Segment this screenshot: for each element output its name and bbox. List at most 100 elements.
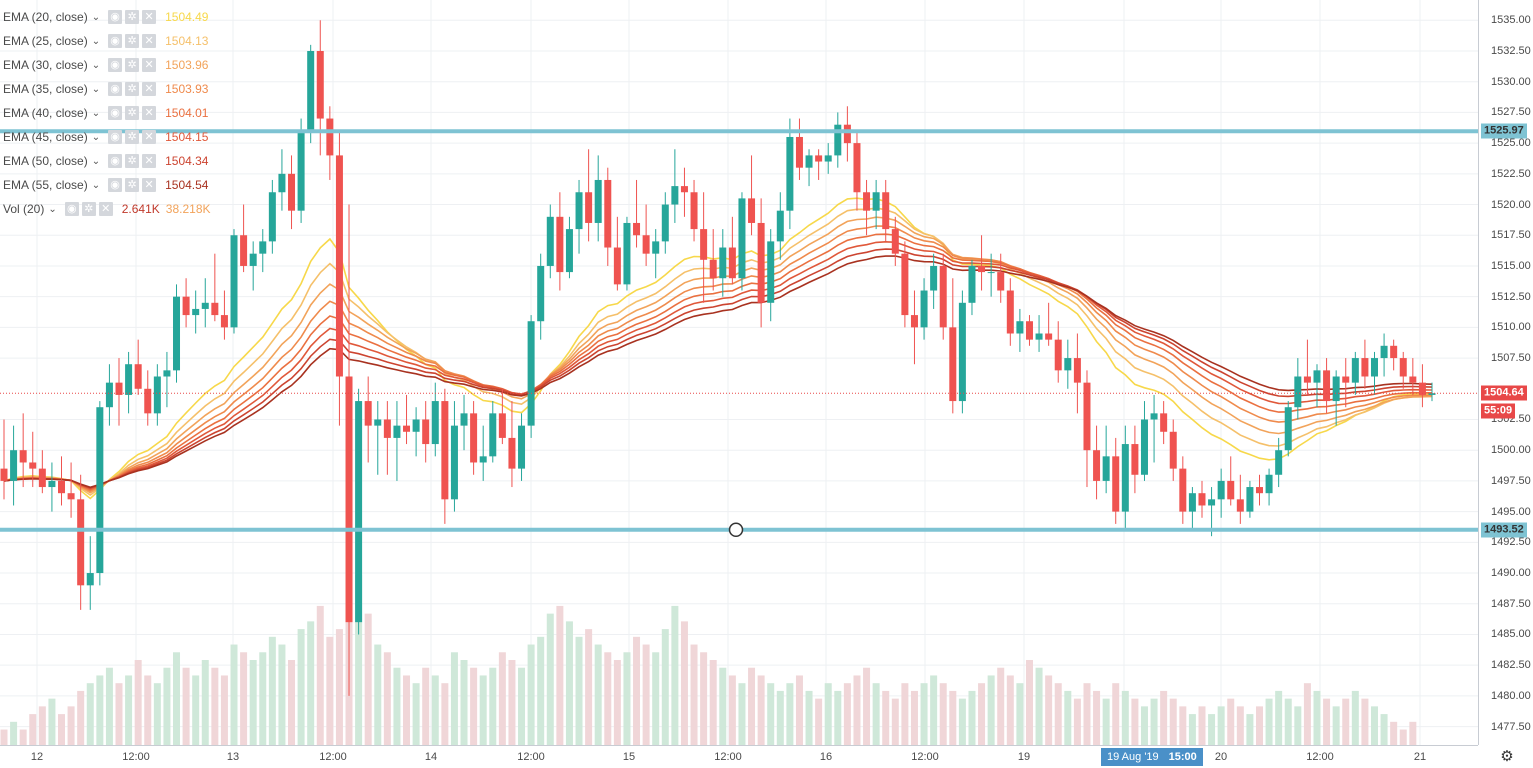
legend-row[interactable]: EMA (40, close) ⌄ ◉ ✲ ✕ 1504.01 xyxy=(3,101,211,125)
candle-body xyxy=(489,413,497,457)
settings-icon[interactable]: ✲ xyxy=(125,10,140,24)
legend-row[interactable]: EMA (35, close) ⌄ ◉ ✲ ✕ 1503.93 xyxy=(3,77,211,101)
indicator-value: 1503.93 xyxy=(165,82,209,96)
chevron-down-icon[interactable]: ⌄ xyxy=(91,131,101,143)
remove-icon[interactable]: ✕ xyxy=(142,130,157,144)
legend-row[interactable]: EMA (20, close) ⌄ ◉ ✲ ✕ 1504.49 xyxy=(3,5,211,29)
legend-row-volume[interactable]: Vol (20) ⌄ ◉ ✲ ✕ 2.641K 38.218K xyxy=(3,197,211,221)
candle-body xyxy=(680,186,688,193)
legend-row[interactable]: EMA (45, close) ⌄ ◉ ✲ ✕ 1504.15 xyxy=(3,125,211,149)
volume-bar xyxy=(978,683,986,745)
visibility-icon[interactable]: ◉ xyxy=(108,130,123,144)
price-tick-label: 1535.00 xyxy=(1491,14,1531,27)
volume-bar xyxy=(374,644,382,745)
visibility-icon[interactable]: ◉ xyxy=(108,154,123,168)
time-axis[interactable]: 21 12:00 20 12:00 19 12:00 16 12:00 15 12:00 14 12:… xyxy=(0,745,1478,768)
ema-20-line xyxy=(3,197,1433,500)
chevron-down-icon[interactable]: ⌄ xyxy=(91,11,101,23)
visibility-icon[interactable]: ◉ xyxy=(108,106,123,120)
volume-bar xyxy=(29,714,37,745)
visibility-icon[interactable]: ◉ xyxy=(108,178,123,192)
candle-body xyxy=(1284,407,1292,451)
chevron-down-icon[interactable]: ⌄ xyxy=(48,203,57,215)
price-tick-label: 1507.50 xyxy=(1491,352,1531,365)
volume-bar xyxy=(815,698,823,745)
volume-bar xyxy=(1390,721,1398,745)
indicator-value: 1504.13 xyxy=(165,34,209,48)
settings-icon[interactable]: ✲ xyxy=(125,82,140,96)
visibility-icon[interactable]: ◉ xyxy=(108,34,123,48)
candle-body xyxy=(240,235,248,266)
chevron-down-icon[interactable]: ⌄ xyxy=(91,59,101,71)
volume-bar xyxy=(489,667,497,745)
candle-body xyxy=(872,192,880,211)
price-tick-label: 1515.00 xyxy=(1491,259,1531,272)
legend-row[interactable]: EMA (30, close) ⌄ ◉ ✲ ✕ 1503.96 xyxy=(3,53,211,77)
volume-bar xyxy=(0,729,8,745)
visibility-icon[interactable]: ◉ xyxy=(108,10,123,24)
visibility-icon[interactable]: ◉ xyxy=(108,82,123,96)
candle-body xyxy=(537,265,545,322)
volume-bar xyxy=(652,652,660,745)
price-axis[interactable]: 1535.00 1532.50 1530.00 1527.50 1525.00 1522.… xyxy=(1478,0,1533,745)
time-tick-label: 12:00 xyxy=(517,751,545,763)
visibility-icon[interactable]: ◉ xyxy=(108,58,123,72)
indicator-value: 1504.49 xyxy=(165,10,209,24)
legend-row[interactable]: EMA (25, close) ⌄ ◉ ✲ ✕ 1504.13 xyxy=(3,29,211,53)
settings-icon[interactable]: ✲ xyxy=(125,154,140,168)
volume-bar xyxy=(1275,690,1283,745)
chevron-down-icon[interactable]: ⌄ xyxy=(91,107,101,119)
visibility-icon[interactable]: ◉ xyxy=(64,202,79,216)
chart-canvas[interactable] xyxy=(0,0,1478,745)
candle-body xyxy=(77,499,85,586)
crosshair-time: 15:00 xyxy=(1168,751,1197,763)
candle-body xyxy=(1045,333,1053,340)
time-tick-label: 12:00 xyxy=(1306,751,1334,763)
candle-body xyxy=(38,468,46,488)
volume-bar xyxy=(422,667,430,745)
remove-icon[interactable]: ✕ xyxy=(142,34,157,48)
candle-body xyxy=(1255,487,1263,494)
volume-bar xyxy=(575,636,583,745)
chevron-down-icon[interactable]: ⌄ xyxy=(91,155,101,167)
price-tick-label: 1532.50 xyxy=(1491,44,1531,57)
volume-bar xyxy=(115,683,123,745)
candle-body xyxy=(1025,321,1033,340)
remove-icon[interactable]: ✕ xyxy=(142,178,157,192)
legend-row[interactable]: EMA (55, close) ⌄ ◉ ✲ ✕ 1504.54 xyxy=(3,173,211,197)
remove-icon[interactable]: ✕ xyxy=(142,106,157,120)
candle-body xyxy=(719,247,727,279)
settings-icon[interactable]: ✲ xyxy=(125,130,140,144)
ema-45-line xyxy=(3,240,1433,490)
remove-icon[interactable]: ✕ xyxy=(98,202,113,216)
remove-icon[interactable]: ✕ xyxy=(142,10,157,24)
volume-bar xyxy=(642,644,650,745)
settings-icon[interactable]: ✲ xyxy=(125,58,140,72)
volume-bar xyxy=(1246,714,1254,745)
settings-icon[interactable]: ✲ xyxy=(125,34,140,48)
candle-body xyxy=(690,192,698,230)
remove-icon[interactable]: ✕ xyxy=(142,58,157,72)
volume-bar xyxy=(460,660,468,745)
settings-icon[interactable]: ✲ xyxy=(81,202,96,216)
volume-bar xyxy=(633,636,641,745)
settings-icon[interactable]: ✲ xyxy=(125,106,140,120)
volume-bar xyxy=(1054,683,1062,745)
volume-bar xyxy=(1073,698,1081,745)
chevron-down-icon[interactable]: ⌄ xyxy=(91,179,101,191)
volume-bar xyxy=(1351,690,1359,745)
chevron-down-icon[interactable]: ⌄ xyxy=(91,83,101,95)
volume-bar xyxy=(1323,698,1331,745)
settings-gear-icon[interactable]: ⚙ xyxy=(1500,748,1514,765)
chevron-down-icon[interactable]: ⌄ xyxy=(91,35,101,47)
settings-icon[interactable]: ✲ xyxy=(125,178,140,192)
volume-bar xyxy=(776,690,784,745)
volume-bar xyxy=(383,652,391,745)
legend-row[interactable]: EMA (50, close) ⌄ ◉ ✲ ✕ 1504.34 xyxy=(3,149,211,173)
volume-bar xyxy=(1160,690,1168,745)
remove-icon[interactable]: ✕ xyxy=(142,154,157,168)
volume-bar xyxy=(910,690,918,745)
remove-icon[interactable]: ✕ xyxy=(142,82,157,96)
candle-body xyxy=(1361,358,1369,377)
volume-bar xyxy=(795,675,803,745)
